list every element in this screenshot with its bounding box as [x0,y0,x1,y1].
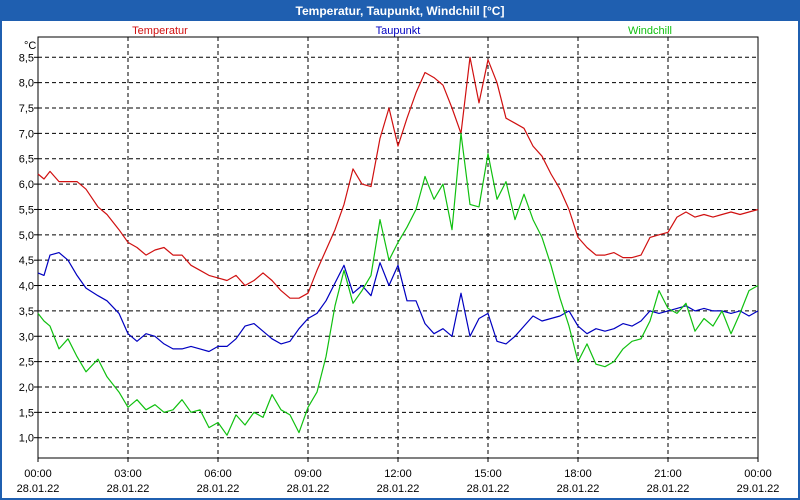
legend-temperatur: Temperatur [132,25,188,37]
y-tick-label: 3,5 [19,306,34,318]
x-tick-date-label: 28.01.22 [17,483,60,495]
y-tick-label: 7,0 [19,128,34,140]
x-tick-time-label: 12:00 [384,468,412,480]
x-tick-time-label: 06:00 [204,468,232,480]
x-tick-date-label: 28.01.22 [467,483,510,495]
y-tick-label: 7,5 [19,103,34,115]
legend-windchill: Windchill [628,25,672,37]
x-tick-time-label: 18:00 [564,468,592,480]
y-tick-label: 2,0 [19,382,34,394]
x-tick-date-label: 28.01.22 [197,483,240,495]
x-tick-time-label: 09:00 [294,468,322,480]
legend-taupunkt: Taupunkt [376,25,421,37]
x-tick-time-label: 21:00 [654,468,682,480]
x-tick-date-label: 28.01.22 [377,483,420,495]
x-tick-date-label: 28.01.22 [107,483,150,495]
y-axis-label: °C [24,40,36,52]
y-tick-label: 1,5 [19,407,34,419]
x-tick-time-label: 00:00 [24,468,52,480]
chart-title: Temperatur, Taupunkt, Windchill [°C] [2,2,798,21]
y-tick-label: 4,5 [19,255,34,267]
axis-ticks: 1,0 1,5 2,0 2,5 3,0 3,5 4,0 4,5 5,0 5,5 6,0 6,5 7,0 7… [17,52,780,495]
series-line-windchill [37,132,759,436]
grid-lines [38,37,758,458]
y-tick-label: 8,0 [19,78,34,90]
x-tick-date-label: 28.01.22 [557,483,600,495]
x-tick-time-label: 00:00 [744,468,772,480]
series-line-temperatur [37,56,759,299]
y-tick-label: 2,5 [19,357,34,369]
series-line-taupunkt [37,252,759,353]
x-tick-date-label: 28.01.22 [287,483,330,495]
y-tick-label: 4,0 [19,281,34,293]
series-lines [37,56,759,436]
y-tick-label: 1,0 [19,433,34,445]
y-tick-label: 6,5 [19,154,34,166]
x-tick-time-label: 03:00 [114,468,142,480]
x-tick-date-label: 28.01.22 [647,483,690,495]
x-tick-time-label: 15:00 [474,468,502,480]
y-tick-label: 8,5 [19,52,34,64]
y-tick-label: 5,5 [19,204,34,216]
legend: Temperatur Taupunkt Windchill [132,25,672,37]
y-tick-label: 6,0 [19,179,34,191]
y-tick-label: 5,0 [19,230,34,242]
y-tick-label: 3,0 [19,331,34,343]
x-tick-date-label: 29.01.22 [737,483,780,495]
